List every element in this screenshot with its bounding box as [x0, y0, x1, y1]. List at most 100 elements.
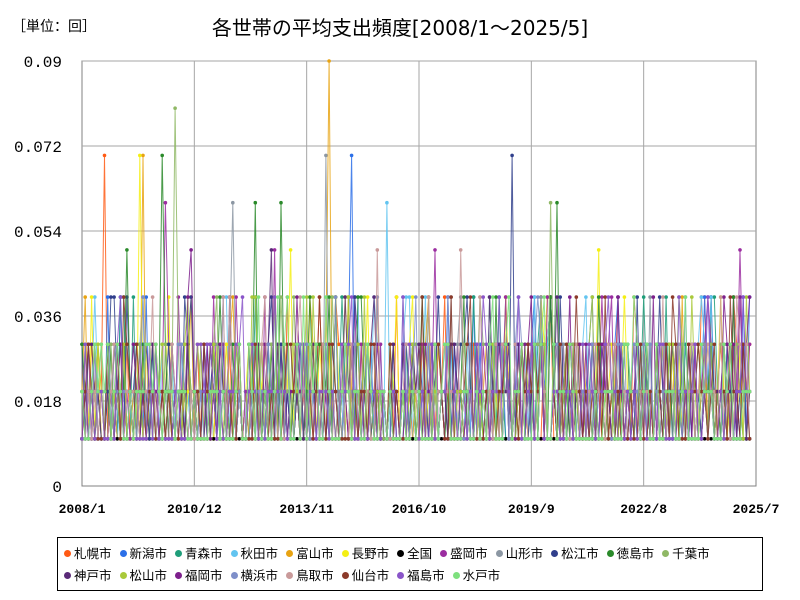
data-point: [147, 342, 152, 347]
data-point: [314, 342, 319, 347]
data-point: [247, 342, 251, 347]
data-point: [702, 389, 707, 394]
data-point: [686, 437, 691, 441]
data-point: [744, 295, 749, 299]
data-point: [677, 437, 681, 441]
data-point: [96, 389, 100, 394]
data-point: [407, 437, 412, 441]
data-point: [131, 437, 136, 441]
data-point: [526, 342, 530, 347]
data-point: [638, 342, 643, 347]
data-point: [272, 389, 277, 394]
data-point: [609, 389, 614, 394]
data-point: [712, 342, 717, 347]
data-point: [648, 389, 652, 394]
data-point: [471, 295, 476, 299]
data-point: [163, 389, 168, 394]
data-point: [641, 342, 646, 347]
data-point: [442, 389, 447, 394]
data-point: [282, 342, 287, 347]
data-point: [369, 389, 373, 394]
data-point: [622, 437, 627, 441]
data-point: [150, 437, 155, 441]
data-point: [747, 342, 752, 347]
data-point: [645, 389, 649, 394]
data-point: [654, 389, 659, 394]
data-point: [256, 437, 261, 441]
data-point: [173, 106, 177, 110]
data-point: [731, 389, 736, 394]
data-point: [324, 153, 328, 158]
data-point: [308, 295, 312, 299]
data-point: [231, 295, 235, 299]
data-point: [112, 295, 116, 299]
data-point: [513, 342, 518, 347]
data-point: [404, 342, 409, 347]
data-point: [667, 389, 672, 394]
data-point: [468, 389, 473, 394]
data-point: [86, 437, 91, 441]
data-point: [218, 342, 222, 347]
data-point: [89, 295, 94, 299]
data-point: [89, 437, 94, 441]
legend-item: 横浜市: [230, 564, 278, 586]
data-point: [648, 437, 652, 441]
data-point: [391, 389, 396, 394]
data-point: [603, 437, 607, 441]
y-axis: 0 0.018 0.036 0.054 0.072 0.09: [14, 54, 62, 497]
data-point: [709, 342, 713, 347]
data-point: [738, 248, 742, 252]
data-point: [494, 342, 498, 347]
data-point: [208, 342, 213, 347]
data-point: [218, 389, 222, 394]
data-point: [346, 295, 351, 299]
data-point: [208, 437, 213, 441]
data-point: [131, 342, 136, 347]
data-point: [683, 389, 688, 394]
legend-swatch-icon: [495, 550, 503, 557]
data-point: [587, 437, 591, 441]
data-point: [407, 342, 412, 347]
data-point: [227, 389, 232, 394]
data-point: [407, 389, 412, 394]
data-point: [536, 437, 540, 441]
data-point: [641, 295, 646, 299]
data-point: [426, 437, 431, 441]
data-point: [744, 342, 749, 347]
data-point: [279, 200, 283, 205]
data-point: [192, 437, 197, 441]
data-point: [401, 437, 405, 441]
data-point: [237, 437, 242, 441]
data-point: [285, 295, 290, 299]
data-point: [134, 342, 139, 347]
data-point: [430, 389, 434, 394]
data-point: [105, 389, 110, 394]
data-point: [109, 295, 113, 299]
x-tick-label: 2019/9: [508, 502, 555, 517]
data-point: [410, 342, 415, 347]
data-point: [475, 437, 479, 441]
data-point: [680, 342, 684, 347]
data-point: [324, 389, 328, 394]
data-point: [288, 437, 293, 441]
data-point: [606, 295, 611, 299]
data-point: [333, 295, 338, 299]
data-point: [693, 342, 697, 347]
legend-item: 千葉市: [662, 542, 710, 564]
data-point: [182, 389, 187, 394]
data-point: [712, 389, 717, 394]
data-point: [144, 437, 148, 441]
data-point: [234, 437, 238, 441]
data-point: [330, 437, 335, 441]
data-point: [420, 295, 425, 299]
data-point: [487, 389, 492, 394]
data-point: [343, 389, 348, 394]
data-point: [115, 437, 120, 441]
data-point: [369, 342, 373, 347]
data-point: [253, 295, 258, 299]
legend-item: 鳥取市: [286, 564, 334, 586]
data-point: [677, 295, 681, 299]
data-point: [372, 295, 376, 299]
data-point: [725, 342, 729, 347]
data-point: [394, 389, 399, 394]
